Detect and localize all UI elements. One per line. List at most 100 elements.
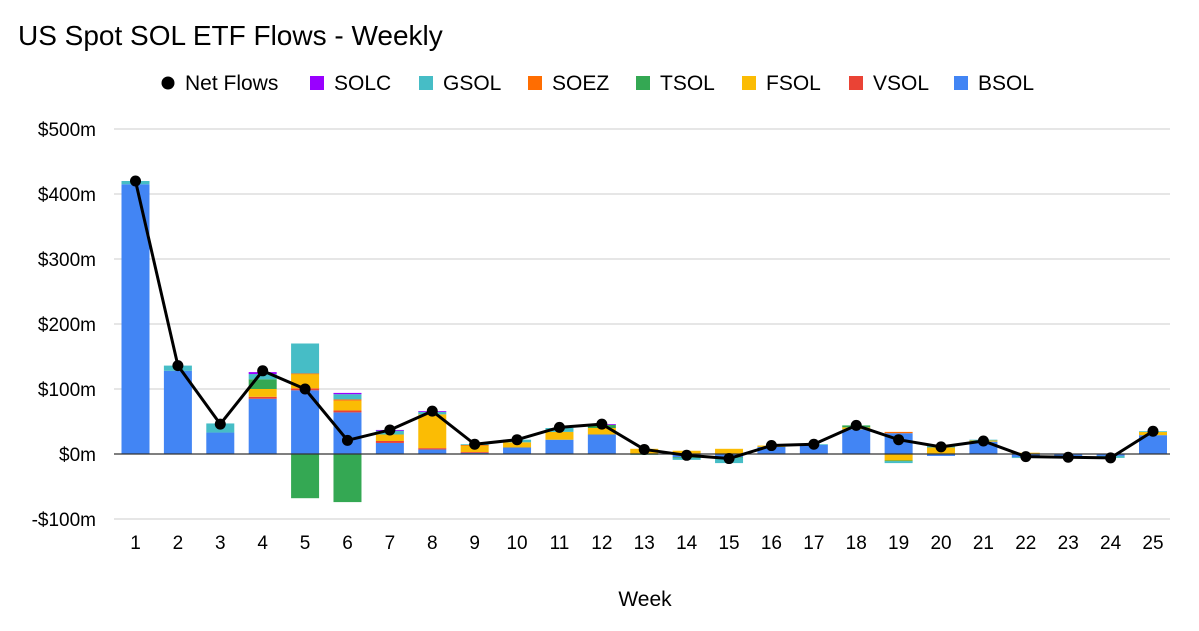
net-flows-point-week-13	[638, 443, 650, 455]
legend-swatch	[636, 76, 650, 90]
net-flows-point-week-2	[172, 360, 184, 372]
net-flows-point-week-20	[935, 441, 947, 453]
y-tick-label: $100m	[38, 380, 96, 401]
net-flows-point-week-11	[553, 421, 565, 433]
x-tick-label: 21	[973, 533, 994, 554]
net-flows-point-week-15	[723, 453, 735, 465]
net-flows-point-week-7	[384, 424, 396, 436]
x-tick-label: 9	[469, 533, 480, 554]
bar-bsol-week-18	[842, 429, 871, 454]
net-flows-point-week-19	[893, 434, 905, 446]
legend-label: BSOL	[978, 72, 1034, 95]
bar-vsol-week-4	[248, 396, 277, 399]
bar-soez-week-19	[884, 431, 913, 434]
bar-tsol-week-4	[248, 379, 277, 389]
y-tick-label: $300m	[38, 250, 96, 271]
bar-vsol-week-7	[375, 441, 404, 443]
bar-gsol-week-6	[333, 394, 362, 400]
legend-swatch	[419, 76, 433, 90]
legend-item-gsol: GSOL	[419, 72, 501, 95]
legend-item-bsol: BSOL	[954, 72, 1034, 95]
net-flows-point-week-5	[299, 383, 311, 395]
x-tick-label: 20	[930, 533, 951, 554]
bar-tsol-week-6	[333, 454, 362, 503]
bar-bsol-week-10	[503, 447, 532, 454]
legend-item-fsol: FSOL	[742, 72, 821, 95]
y-tick-label: $400m	[38, 185, 96, 206]
legend-marker	[161, 76, 175, 90]
gridlines	[114, 128, 1170, 520]
net-flows-point-week-21	[977, 435, 989, 447]
legend-swatch	[742, 76, 756, 90]
x-tick-label: 6	[342, 533, 353, 554]
legend-item-net-flows: Net Flows	[161, 72, 278, 95]
bar-soez-week-5	[291, 373, 320, 375]
bar-tsol-week-5	[291, 454, 320, 499]
legend-label: Net Flows	[185, 72, 278, 95]
y-tick-label: $0m	[59, 445, 96, 466]
bar-bsol-week-1	[121, 184, 150, 454]
net-flows-point-week-24	[1105, 452, 1117, 464]
bar-soez-week-6	[333, 399, 362, 401]
x-tick-label: 13	[634, 533, 655, 554]
x-tick-label: 7	[385, 533, 396, 554]
bar-gsol-week-4	[248, 374, 277, 380]
net-flows-point-week-8	[426, 405, 438, 417]
x-tick-label: 3	[215, 533, 226, 554]
net-flows-point-week-25	[1147, 425, 1159, 437]
legend-label: SOLC	[334, 72, 391, 95]
net-flows-point-week-9	[469, 438, 481, 450]
x-tick-label: 12	[591, 533, 612, 554]
net-flows-point-week-3	[214, 418, 226, 430]
x-tick-label: 2	[173, 533, 184, 554]
net-flows-line	[130, 175, 1159, 465]
net-flows-point-week-18	[850, 419, 862, 431]
legend-swatch	[310, 76, 324, 90]
x-tick-label: 24	[1100, 533, 1122, 554]
net-flows-point-week-16	[765, 440, 777, 452]
legend-item-solc: SOLC	[310, 72, 391, 95]
x-tick-label: 10	[506, 533, 527, 554]
legend-label: FSOL	[766, 72, 821, 95]
x-tick-label: 11	[550, 533, 570, 554]
bar-bsol-week-3	[206, 432, 235, 454]
legend-label: TSOL	[660, 72, 715, 95]
bar-bsol-week-2	[163, 370, 192, 454]
bar-tsol-week-19	[884, 460, 913, 462]
net-flows-point-week-17	[808, 438, 820, 450]
bar-bsol-week-11	[545, 439, 574, 454]
net-flows-point-week-10	[511, 434, 523, 446]
x-tick-label: 5	[300, 533, 311, 554]
net-flows-point-week-14	[681, 449, 693, 461]
legend-item-soez: SOEZ	[528, 72, 609, 95]
bar-vsol-week-6	[333, 410, 362, 413]
x-tick-label: 19	[888, 533, 909, 554]
x-tick-label: 18	[846, 533, 867, 554]
net-flows-point-week-22	[1020, 451, 1032, 463]
bar-bsol-week-9	[460, 452, 489, 454]
bar-bsol-week-6	[333, 412, 362, 454]
x-tick-label: 22	[1015, 533, 1036, 554]
net-flows-point-week-4	[257, 365, 269, 377]
chart-title: US Spot SOL ETF Flows - Weekly	[18, 20, 443, 51]
legend-label: SOEZ	[552, 72, 609, 95]
bar-fsol-week-7	[375, 434, 404, 441]
x-tick-label: 1	[130, 533, 141, 554]
y-tick-label: $500m	[38, 120, 96, 141]
net-flows-point-week-1	[130, 175, 141, 187]
x-axis-title: Week	[618, 588, 672, 611]
bar-fsol-week-4	[248, 389, 277, 397]
bar-bsol-week-4	[248, 398, 277, 454]
bar-fsol-week-19	[884, 454, 913, 461]
x-tick-label: 17	[803, 533, 824, 554]
y-axis: $500m $400m $300m $200m $100m $0m -$100m	[32, 120, 96, 531]
bar-vsol-week-9	[460, 452, 489, 453]
bar-solc-week-6	[333, 392, 362, 395]
y-tick-label: $200m	[38, 315, 96, 336]
x-tick-label: 8	[427, 533, 438, 554]
bar-fsol-week-15	[715, 448, 744, 454]
bar-fsol-week-6	[333, 400, 362, 411]
legend: Net Flows SOLC GSOL SOEZ TSOL FSOL VSOL BSOL	[161, 72, 1034, 95]
x-tick-label: 15	[718, 533, 739, 554]
